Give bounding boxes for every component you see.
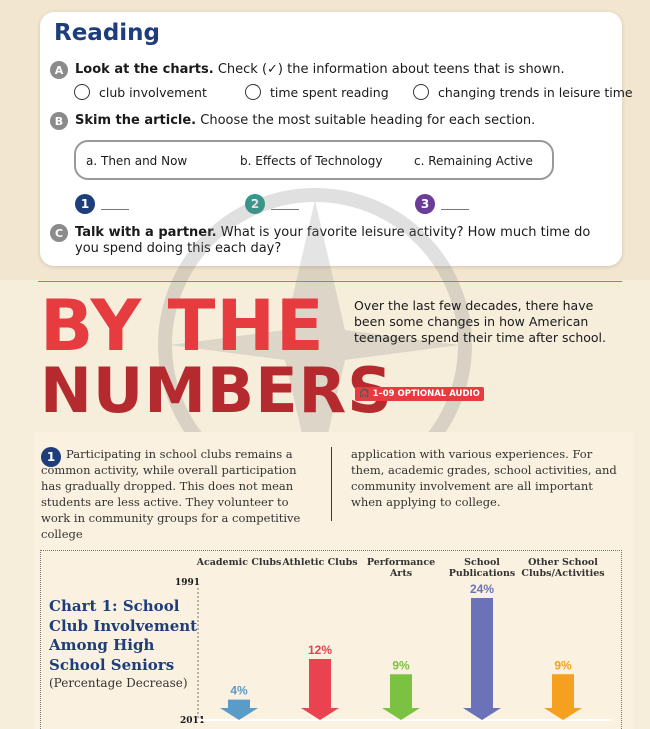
radio-icon[interactable] [245,84,261,100]
step-c-badge: C [50,224,68,242]
category-label-performance: Performance Arts [366,557,436,579]
chart-bar-arrow-0 [220,699,258,720]
step-a-bold: Look at the charts. [75,62,214,77]
article-column-2: application with various experiences. Fo… [351,447,617,509]
heading-option-a: a. Then and Now [86,154,188,168]
step-b-bold: Skim the article. [75,113,197,128]
chart-frame [40,550,622,729]
chart-bar-arrow-2 [382,674,420,720]
option-club-involvement[interactable]: club involvement [74,84,207,100]
article-panel [34,432,634,729]
reading-card [40,12,622,266]
category-label-academic: Academic Clubs [196,557,282,568]
category-label-athletic: Athletic Clubs [282,557,358,568]
optional-audio-tag[interactable]: 🎧 1–09 OPTIONAL AUDIO [355,387,484,401]
option-label: time spent reading [270,84,389,100]
chart-bar-arrow-1 [301,659,339,720]
feature-title-line2: NUMBERS [40,354,393,427]
step-b-instruction: Skim the article. Choose the most suitab… [75,113,535,128]
section-2-number: 2 [245,194,265,214]
answer-blank-3[interactable] [441,209,469,210]
reading-title: Reading [54,20,161,46]
chart-end-year: 2011 [180,716,206,726]
step-a-badge: A [50,61,68,79]
radio-icon[interactable] [413,84,429,100]
step-a-instruction: Look at the charts. Check (✓) the inform… [75,62,565,77]
answer-blank-2[interactable] [271,209,299,210]
audio-label: 1–09 OPTIONAL AUDIO [372,389,480,399]
step-a-text: Check (✓) the information about teens th… [213,62,565,77]
chart-data-label-4: 9% [554,658,572,672]
option-label: club involvement [99,84,207,100]
step-b-badge: B [50,112,68,130]
chart-title: Chart 1: School Club Involvement Among H… [49,597,198,674]
section-divider [38,281,622,282]
heading-option-c: c. Remaining Active [414,154,533,168]
headphones-icon: 🎧 [359,389,370,399]
feature-intro: Over the last few decades, there have be… [354,298,606,345]
chart-data-label-2: 9% [392,658,410,672]
category-label-publications: School Publications [448,557,516,579]
step-c-instruction: Talk with a partner. What is your favori… [75,225,605,257]
answer-blank-1[interactable] [101,209,129,210]
article-column-1: Participating in school clubs remains a … [41,447,301,541]
category-label-other: Other School Clubs/Activities [521,557,605,579]
step-b-text: Choose the most suitable heading for eac… [196,113,536,128]
heading-option-b: b. Effects of Technology [240,154,383,168]
chart-start-year: 1991 [175,578,201,588]
chart-data-label-3: 24% [470,582,494,596]
chart-subtitle: (Percentage Decrease) [49,676,188,690]
step-c-text: What is your favorite leisure activity? … [75,225,591,256]
heading-options-box: a. Then and Now b. Effects of Technology… [74,140,554,180]
article-section-number: 1 [41,447,61,467]
option-label: changing trends in leisure time [438,84,633,100]
chart-data-label-0: 4% [230,684,248,698]
step-c-bold: Talk with a partner. [75,225,217,240]
option-time-spent-reading[interactable]: time spent reading [245,84,389,100]
radio-icon[interactable] [74,84,90,100]
chart-bar-arrow-4 [544,674,582,720]
section-1-number: 1 [75,194,95,214]
feature-title-line1: BY THE [40,285,325,367]
chart-bar-arrow-3 [463,598,501,720]
section-3-number: 3 [415,194,435,214]
column-divider [331,447,332,521]
option-changing-trends[interactable]: changing trends in leisure time [413,84,633,100]
chart-data-label-1: 12% [308,643,332,657]
